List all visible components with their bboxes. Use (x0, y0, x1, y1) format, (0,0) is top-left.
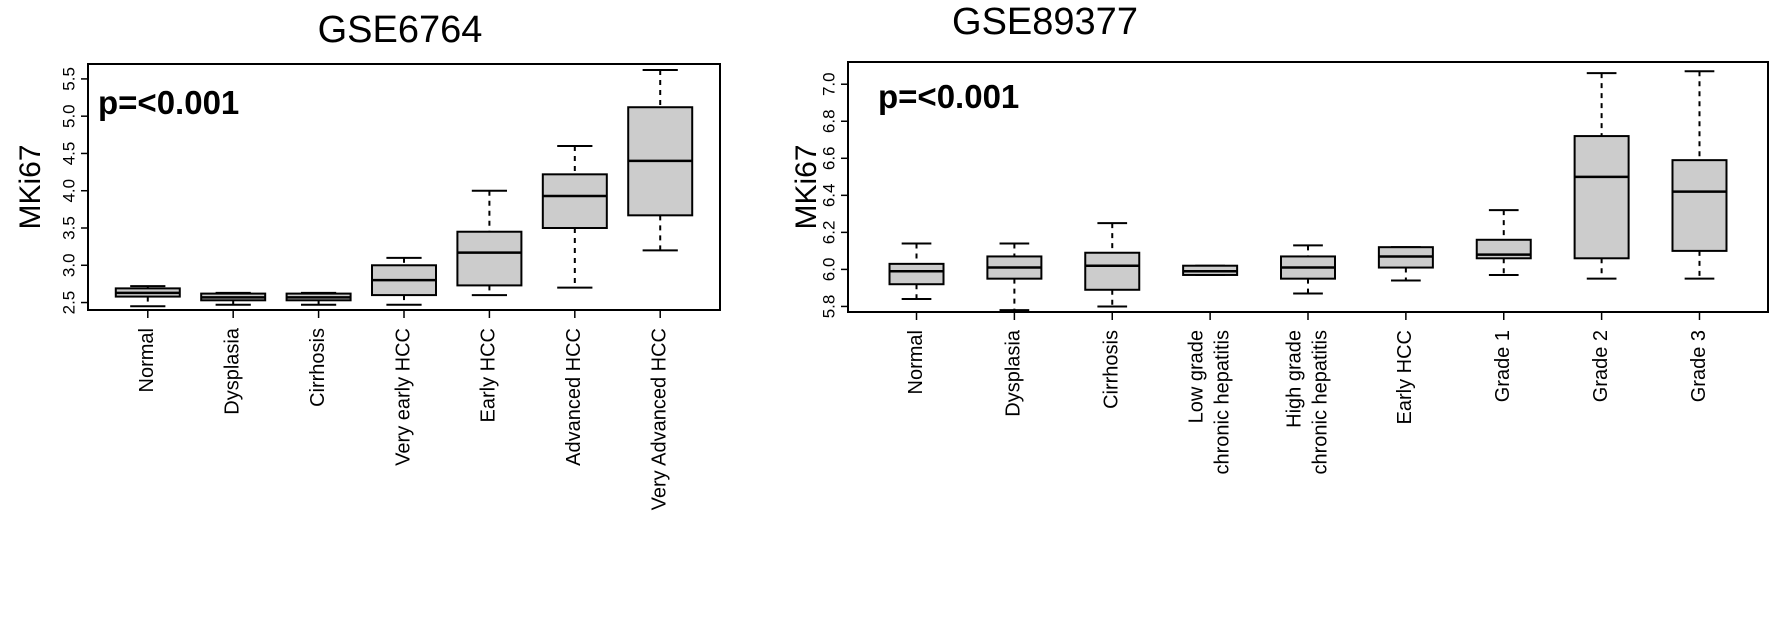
x-category-label: Grade 2 (1590, 330, 1612, 402)
box-0 (114, 285, 181, 308)
x-category-label: Cirrhosis (307, 328, 329, 407)
x-category-label: Dysplasia (1003, 329, 1025, 417)
iqr-box (1573, 135, 1630, 260)
box-3 (371, 256, 437, 306)
chart-title: GSE6764 (318, 9, 483, 51)
y-tick-label: 5.5 (59, 67, 78, 91)
box-0 (888, 242, 945, 301)
box-1 (986, 242, 1043, 312)
y-tick-label: 3.0 (59, 253, 78, 277)
box-2 (1084, 222, 1141, 308)
box-6 (1475, 209, 1532, 276)
box-2 (285, 291, 352, 306)
x-category-label: Normal (905, 330, 927, 394)
x-category-label: Very Advanced HCC (648, 328, 670, 510)
box-4 (1280, 244, 1336, 295)
box-7 (1573, 72, 1630, 280)
y-tick-label: 6.4 (819, 184, 838, 208)
x-category-label: chronic hepatitis (1211, 330, 1233, 475)
x-category-label: Very early HCC (392, 328, 414, 466)
iqr-box (1671, 159, 1728, 252)
box-5 (541, 145, 608, 289)
boxplot-panel-gse6764: GSE6764 MKi67 p=<0.001 2.5 3.0 3.5 4.0 4.5 5.0 5.… (14, 9, 721, 510)
y-tick-label: 6.6 (819, 146, 838, 170)
y-tick-label: 6.0 (819, 258, 838, 282)
x-category-label: Early HCC (478, 328, 500, 422)
y-tick-label: 6.2 (819, 221, 838, 245)
iqr-box (541, 173, 608, 229)
x-category-label: Normal (136, 328, 158, 392)
x-category-label: High grade (1283, 330, 1305, 428)
y-tick-label: 6.8 (819, 109, 838, 133)
x-category-label: Grade 3 (1688, 330, 1710, 402)
p-value-annotation: p=<0.001 (98, 84, 239, 121)
boxplot-panel-gse89377: GSE89377 MKi67 p=<0.001 5.8 6.0 6.2 6.4 6.6 6.8 7… (790, 1, 1769, 475)
x-category-label: Low grade (1185, 330, 1207, 423)
p-value-annotation: p=<0.001 (878, 78, 1019, 115)
x-category-label: Advanced HCC (563, 328, 585, 466)
box-5 (1377, 246, 1434, 282)
iqr-box (888, 262, 945, 286)
box-6 (627, 68, 694, 252)
y-tick-label: 2.5 (59, 291, 78, 315)
chart-title: GSE89377 (952, 1, 1138, 43)
box-8 (1671, 70, 1728, 280)
y-tick-label: 5.8 (819, 295, 838, 319)
x-category-label: Dysplasia (221, 327, 243, 415)
iqr-box (456, 230, 523, 287)
y-tick-label: 5.0 (59, 104, 78, 128)
box-4 (456, 189, 523, 297)
y-axis-label: MKi67 (790, 144, 823, 229)
x-category-label: chronic hepatitis (1309, 330, 1331, 475)
x-category-label: Grade 1 (1492, 330, 1514, 402)
y-tick-label: 7.0 (819, 72, 838, 96)
y-tick-label: 4.0 (59, 179, 78, 203)
y-tick-label: 4.5 (59, 142, 78, 166)
x-category-label: Early HCC (1394, 330, 1416, 424)
box-1 (200, 291, 267, 306)
iqr-box (1084, 251, 1141, 291)
box-3 (1182, 264, 1239, 276)
y-tick-label: 3.5 (59, 216, 78, 240)
x-category-label: Cirrhosis (1101, 330, 1123, 409)
y-axis-label: MKi67 (14, 144, 47, 229)
